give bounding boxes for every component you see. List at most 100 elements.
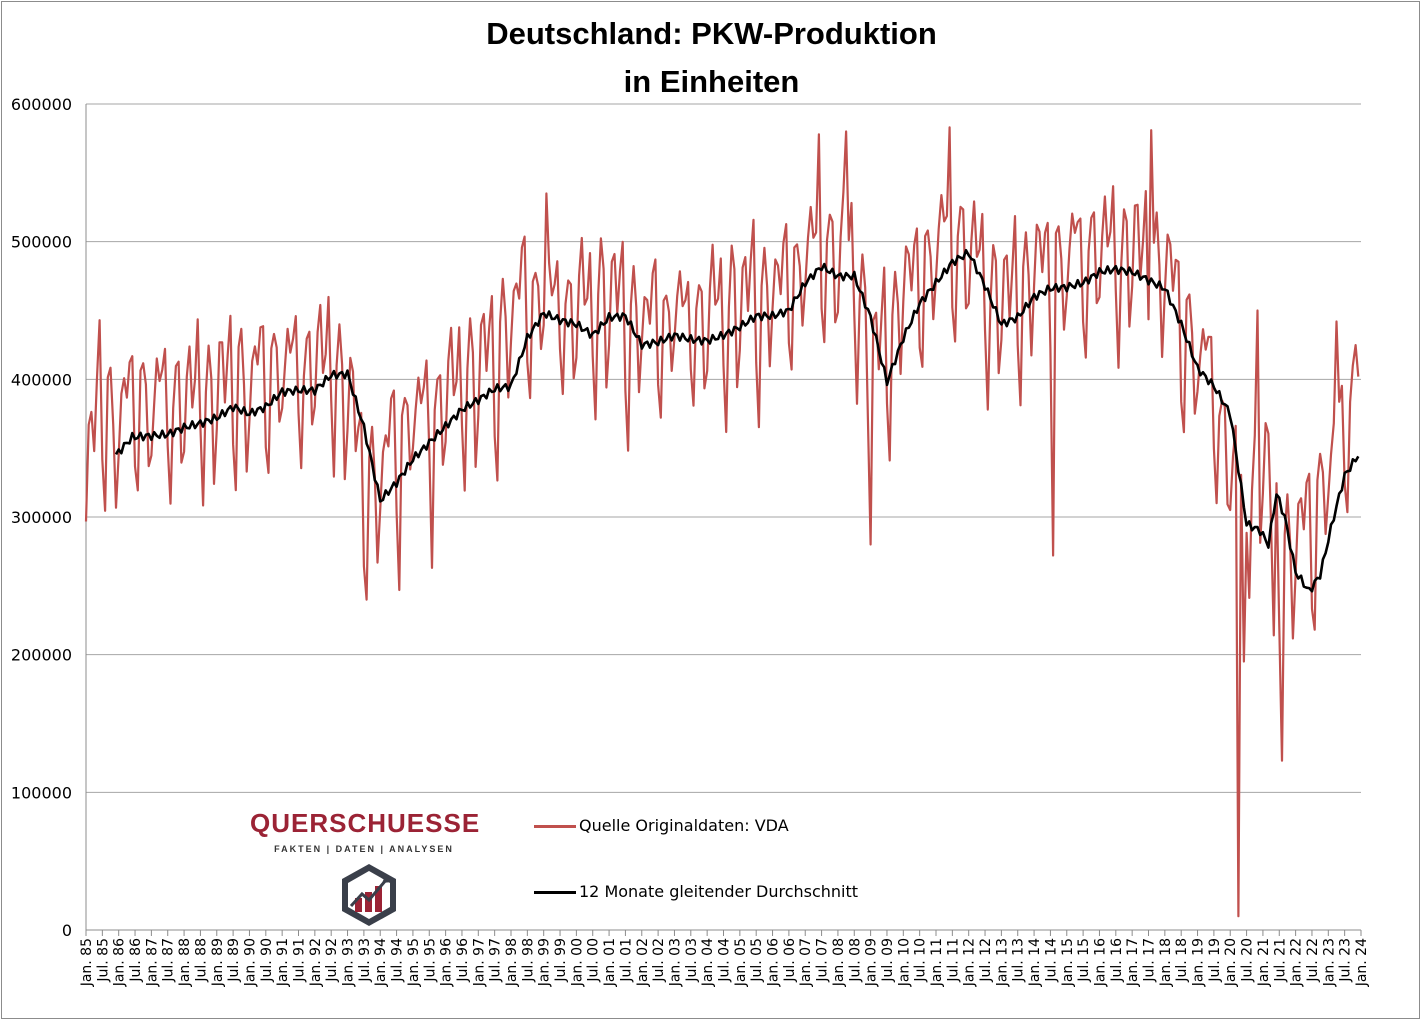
x-tick-label: Jul. 01 bbox=[618, 938, 634, 983]
x-tick-label: Jul. 87 bbox=[161, 938, 177, 983]
x-tick-label: Jul. 09 bbox=[880, 938, 896, 983]
x-tick-label: Jan. 90 bbox=[242, 938, 258, 987]
x-tick-label: Jul. 93 bbox=[357, 938, 373, 983]
x-tick-label: Jul. 11 bbox=[945, 938, 961, 983]
x-tick-label: Jan. 98 bbox=[504, 938, 520, 987]
x-tick-label: Jan. 01 bbox=[602, 938, 618, 987]
chart-title-block: Deutschland: PKW-Produktion in Einheiten bbox=[0, 10, 1423, 106]
y-tick-label: 400000 bbox=[11, 370, 72, 389]
x-tick-label: Jan. 10 bbox=[896, 938, 912, 987]
x-tick-label: Jul. 18 bbox=[1174, 938, 1190, 983]
x-tick-label: Jan. 95 bbox=[406, 938, 422, 987]
x-tick-label: Jul. 22 bbox=[1305, 938, 1321, 983]
logo-hexagon-icon bbox=[342, 864, 396, 926]
x-tick-label: Jul. 17 bbox=[1142, 938, 1158, 983]
logo-tagline: FAKTEN | DATEN | ANALYSEN bbox=[274, 844, 454, 854]
x-tick-label: Jul. 14 bbox=[1043, 938, 1059, 983]
x-tick-label: Jul. 20 bbox=[1240, 938, 1256, 983]
x-tick-label: Jan. 88 bbox=[177, 938, 193, 987]
x-tick-label: Jul. 00 bbox=[586, 938, 602, 983]
x-tick-label: Jul. 08 bbox=[847, 938, 863, 983]
x-tick-label: Jul. 02 bbox=[651, 938, 667, 983]
x-tick-label: Jan. 13 bbox=[994, 938, 1010, 987]
x-tick-label: Jul. 89 bbox=[226, 938, 242, 983]
x-tick-label: Jan. 89 bbox=[210, 938, 226, 987]
x-tick-label: Jul. 91 bbox=[292, 938, 308, 983]
x-tick-label: Jan. 94 bbox=[373, 938, 389, 987]
x-tick-label: Jul. 97 bbox=[488, 938, 504, 983]
x-tick-label: Jan. 18 bbox=[1158, 938, 1174, 987]
x-tick-label: Jul. 95 bbox=[422, 938, 438, 983]
x-tick-label: Jan. 00 bbox=[569, 938, 585, 987]
x-tick-label: Jul. 92 bbox=[324, 938, 340, 983]
y-tick-label: 200000 bbox=[11, 646, 72, 665]
x-tick-label: Jul. 85 bbox=[95, 938, 111, 983]
x-tick-label: Jan. 20 bbox=[1223, 938, 1239, 987]
y-tick-label: 300000 bbox=[11, 508, 72, 527]
x-tick-label: Jul. 23 bbox=[1338, 938, 1354, 983]
x-tick-label: Jan. 21 bbox=[1256, 938, 1272, 987]
x-tick-label: Jul. 07 bbox=[815, 938, 831, 983]
x-tick-label: Jul. 06 bbox=[782, 938, 798, 983]
x-tick-label: Jan. 14 bbox=[1027, 938, 1043, 987]
x-tick-label: Jul. 03 bbox=[684, 938, 700, 983]
x-tick-label: Jul. 12 bbox=[978, 938, 994, 983]
x-tick-label: Jan. 17 bbox=[1125, 938, 1141, 987]
x-tick-label: Jan. 04 bbox=[700, 938, 716, 987]
series-average-line bbox=[114, 248, 1360, 593]
x-tick-label: Jan. 16 bbox=[1092, 938, 1108, 987]
x-tick-label: Jan. 08 bbox=[831, 938, 847, 987]
x-tick-label: Jan. 07 bbox=[798, 938, 814, 987]
chart-title: Deutschland: PKW-Produktion bbox=[486, 16, 937, 51]
x-tick-label: Jul. 88 bbox=[193, 938, 209, 983]
x-tick-label: Jan. 23 bbox=[1321, 938, 1337, 987]
x-tick-label: Jan. 03 bbox=[667, 938, 683, 987]
x-tick-label: Jul. 99 bbox=[553, 938, 569, 983]
x-tick-label: Jul. 86 bbox=[128, 938, 144, 983]
x-tick-label: Jan. 99 bbox=[537, 938, 553, 987]
x-tick-label: Jul. 90 bbox=[259, 938, 275, 983]
legend-swatch-average bbox=[534, 891, 576, 894]
x-tick-label: Jan. 22 bbox=[1289, 938, 1305, 987]
legend-label-average: 12 Monate gleitender Durchschnitt bbox=[579, 882, 859, 901]
legend-swatch-raw bbox=[534, 825, 576, 828]
x-tick-label: Jul. 05 bbox=[749, 938, 765, 983]
x-tick-label: Jul. 19 bbox=[1207, 938, 1223, 983]
y-tick-label: 500000 bbox=[11, 233, 72, 252]
logo-wordmark: QUERSCHUESSE bbox=[250, 808, 481, 838]
x-tick-label: Jul. 96 bbox=[455, 938, 471, 983]
series-raw-line bbox=[84, 126, 1360, 918]
x-tick-label: Jan. 91 bbox=[275, 938, 291, 987]
x-tick-label: Jul. 15 bbox=[1076, 938, 1092, 983]
x-tick-label: Jan. 92 bbox=[308, 938, 324, 987]
x-tick-label: Jul. 21 bbox=[1272, 938, 1288, 983]
x-tick-label: Jul. 16 bbox=[1109, 938, 1125, 983]
y-tick-label: 0 bbox=[62, 921, 72, 940]
y-tick-label: 100000 bbox=[11, 783, 72, 802]
y-tick-label: 600000 bbox=[11, 95, 72, 114]
x-tick-label: Jul. 13 bbox=[1011, 938, 1027, 983]
x-tick-label: Jul. 04 bbox=[717, 938, 733, 983]
x-tick-label: Jan. 96 bbox=[439, 938, 455, 987]
x-tick-label: Jan. 85 bbox=[79, 938, 95, 987]
x-tick-label: Jan. 12 bbox=[962, 938, 978, 987]
x-tick-label: Jan. 24 bbox=[1354, 938, 1370, 987]
x-tick-label: Jul. 94 bbox=[390, 938, 406, 983]
x-tick-label: Jul. 98 bbox=[520, 938, 536, 983]
x-tick-label: Jan. 06 bbox=[766, 938, 782, 987]
legend-label-raw: Quelle Originaldaten: VDA bbox=[579, 816, 789, 835]
x-tick-label: Jan. 11 bbox=[929, 938, 945, 987]
x-tick-label: Jan. 19 bbox=[1191, 938, 1207, 987]
x-tick-label: Jan. 93 bbox=[341, 938, 357, 987]
x-tick-label: Jul. 10 bbox=[913, 938, 929, 983]
x-tick-label: Jan. 87 bbox=[144, 938, 160, 987]
x-tick-label: Jan. 97 bbox=[471, 938, 487, 987]
x-tick-label: Jan. 09 bbox=[864, 938, 880, 987]
x-tick-label: Jan. 05 bbox=[733, 938, 749, 987]
chart-subtitle: in Einheiten bbox=[623, 64, 800, 99]
querschuesse-logo: QUERSCHUESSE FAKTEN | DATEN | ANALYSEN bbox=[250, 808, 480, 928]
x-tick-label: Jan. 02 bbox=[635, 938, 651, 987]
x-tick-label: Jan. 15 bbox=[1060, 938, 1076, 987]
